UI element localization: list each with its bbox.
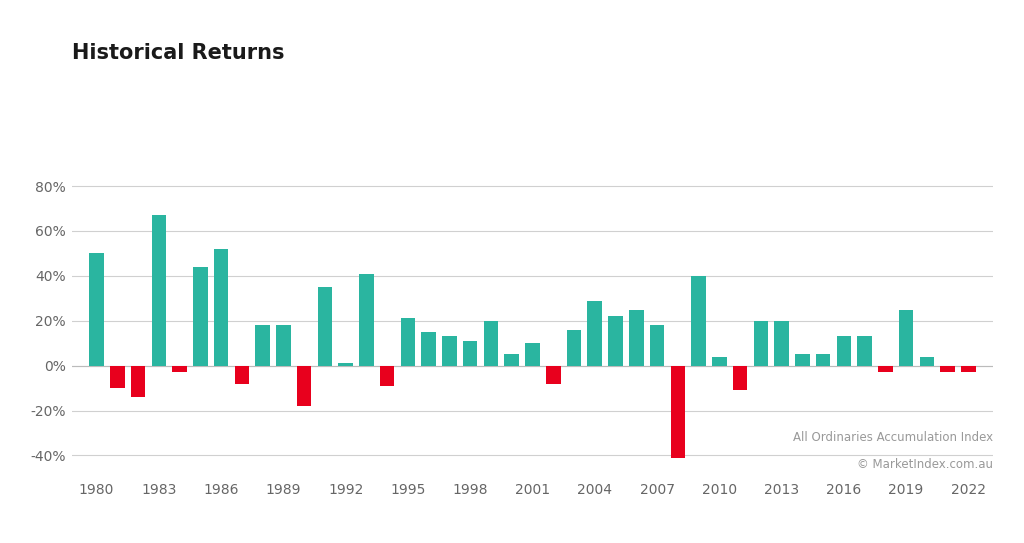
Bar <box>837 337 851 365</box>
Bar <box>588 300 602 365</box>
Bar <box>691 276 706 365</box>
Bar <box>566 330 582 365</box>
Bar <box>774 321 788 365</box>
Bar <box>505 355 519 365</box>
Bar <box>899 310 913 365</box>
Bar <box>214 249 228 365</box>
Text: All Ordinaries Accumulation Index: All Ordinaries Accumulation Index <box>794 431 993 444</box>
Bar <box>940 365 955 372</box>
Bar <box>89 254 103 365</box>
Bar <box>463 341 477 365</box>
Bar <box>442 337 457 365</box>
Bar <box>359 274 374 365</box>
Bar <box>629 310 643 365</box>
Bar <box>920 357 934 365</box>
Bar <box>546 365 560 383</box>
Bar <box>879 365 893 372</box>
Bar <box>194 267 208 365</box>
Bar <box>400 319 415 365</box>
Bar <box>733 365 748 390</box>
Bar <box>754 321 768 365</box>
Bar <box>131 365 145 397</box>
Bar <box>297 365 311 406</box>
Bar <box>795 355 810 365</box>
Bar <box>380 365 394 386</box>
Bar <box>483 321 499 365</box>
Text: © MarketIndex.com.au: © MarketIndex.com.au <box>857 458 993 471</box>
Bar <box>608 316 623 365</box>
Bar <box>671 365 685 458</box>
Bar <box>172 365 187 372</box>
Bar <box>276 325 291 365</box>
Bar <box>712 357 727 365</box>
Bar <box>255 325 270 365</box>
Bar <box>152 215 166 365</box>
Bar <box>525 343 540 365</box>
Bar <box>650 325 665 365</box>
Bar <box>962 365 976 372</box>
Bar <box>111 365 125 388</box>
Text: Historical Returns: Historical Returns <box>72 43 285 64</box>
Bar <box>422 332 436 365</box>
Bar <box>816 355 830 365</box>
Bar <box>857 337 871 365</box>
Bar <box>317 287 332 365</box>
Bar <box>234 365 249 383</box>
Bar <box>338 363 353 365</box>
